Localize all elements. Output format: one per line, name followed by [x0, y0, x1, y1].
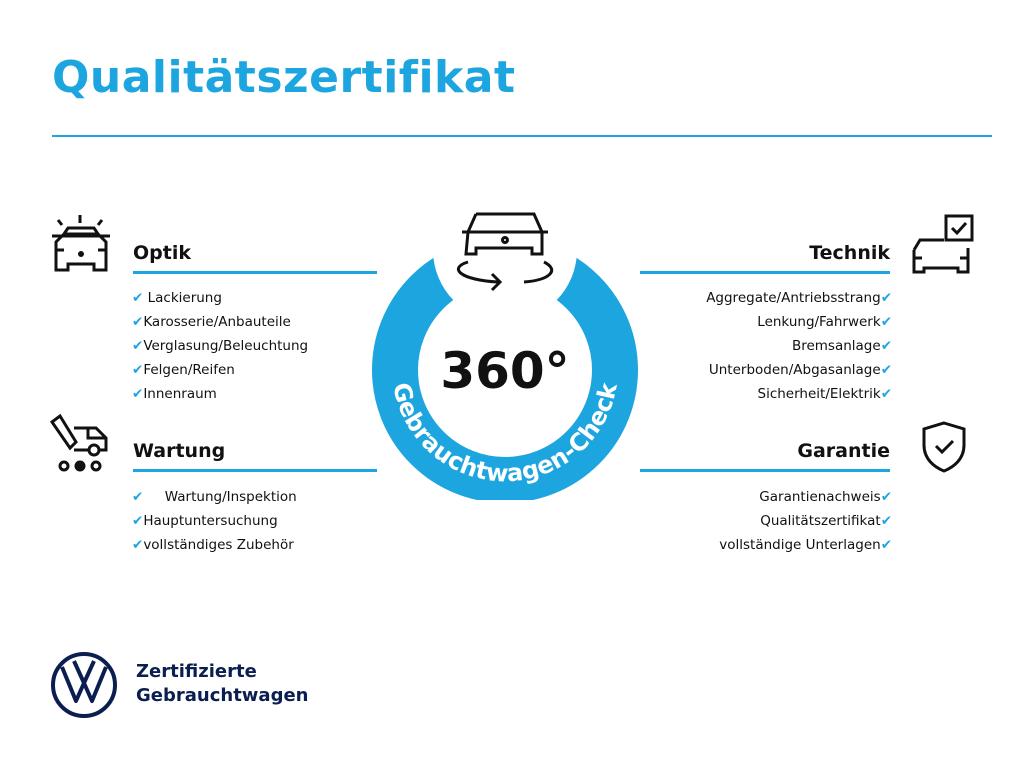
list-item: Qualitätszertifikat✔ — [760, 513, 892, 529]
vw-logo — [51, 652, 117, 718]
footer-brand-text: Zertifizierte Gebrauchtwagen — [136, 660, 308, 708]
footer-line1: Zertifizierte — [136, 661, 257, 682]
list-wartung: ✔ Wartung/Inspektion ✔Hauptuntersuchung … — [132, 485, 297, 557]
list-item: Garantienachweis✔ — [759, 489, 892, 505]
section-line — [640, 469, 890, 472]
list-item: Unterboden/Abgasanlage✔ — [708, 362, 892, 378]
section-line — [133, 469, 377, 472]
section-line — [640, 271, 890, 274]
footer-line2: Gebrauchtwagen — [136, 685, 309, 706]
list-item: ✔Karosserie/Anbauteile — [132, 314, 291, 330]
list-item: Bremsanlage✔ — [791, 338, 892, 354]
section-line — [133, 271, 377, 274]
list-garantie: Garantienachweis✔ Qualitätszertifikat✔ v… — [640, 485, 892, 557]
badge-top-circle — [433, 190, 577, 322]
list-optik: ✔ Lackierung ✔Karosserie/Anbauteile ✔Ver… — [132, 286, 308, 406]
list-item: ✔Felgen/Reifen — [132, 362, 235, 378]
list-item: ✔vollständiges Zubehör — [132, 537, 294, 553]
list-item: ✔ Lackierung — [132, 290, 222, 306]
list-item: ✔Verglasung/Beleuchtung — [132, 338, 309, 354]
car-lights-icon — [52, 215, 110, 272]
list-technik: Aggregate/Antriebsstrang✔ Lenkung/Fahrwe… — [640, 286, 892, 406]
list-item: Lenkung/Fahrwerk✔ — [757, 314, 892, 330]
list-item: ✔Hauptuntersuchung — [132, 513, 278, 529]
section-title-wartung: Wartung — [133, 440, 226, 462]
section-title-garantie: Garantie — [797, 440, 890, 462]
badge-center-text: 360° — [440, 342, 569, 400]
360-check-badge: 360° Gebrauchtwagen-Check — [372, 190, 638, 500]
section-title-optik: Optik — [133, 242, 191, 264]
shield-check-icon — [922, 421, 966, 473]
list-item: ✔Innenraum — [132, 386, 217, 402]
section-title-technik: Technik — [809, 242, 890, 264]
list-item: ✔ Wartung/Inspektion — [132, 489, 297, 505]
car-rotate-icon — [456, 212, 554, 292]
service-van-icon — [49, 414, 108, 472]
car-checkbox-icon — [912, 214, 974, 274]
list-item: Sicherheit/Elektrik✔ — [757, 386, 893, 402]
list-item: vollständige Unterlagen✔ — [719, 537, 892, 553]
divider — [52, 135, 992, 137]
list-item: Aggregate/Antriebsstrang✔ — [706, 290, 892, 306]
page-title: Qualitätszertifikat — [52, 52, 516, 103]
